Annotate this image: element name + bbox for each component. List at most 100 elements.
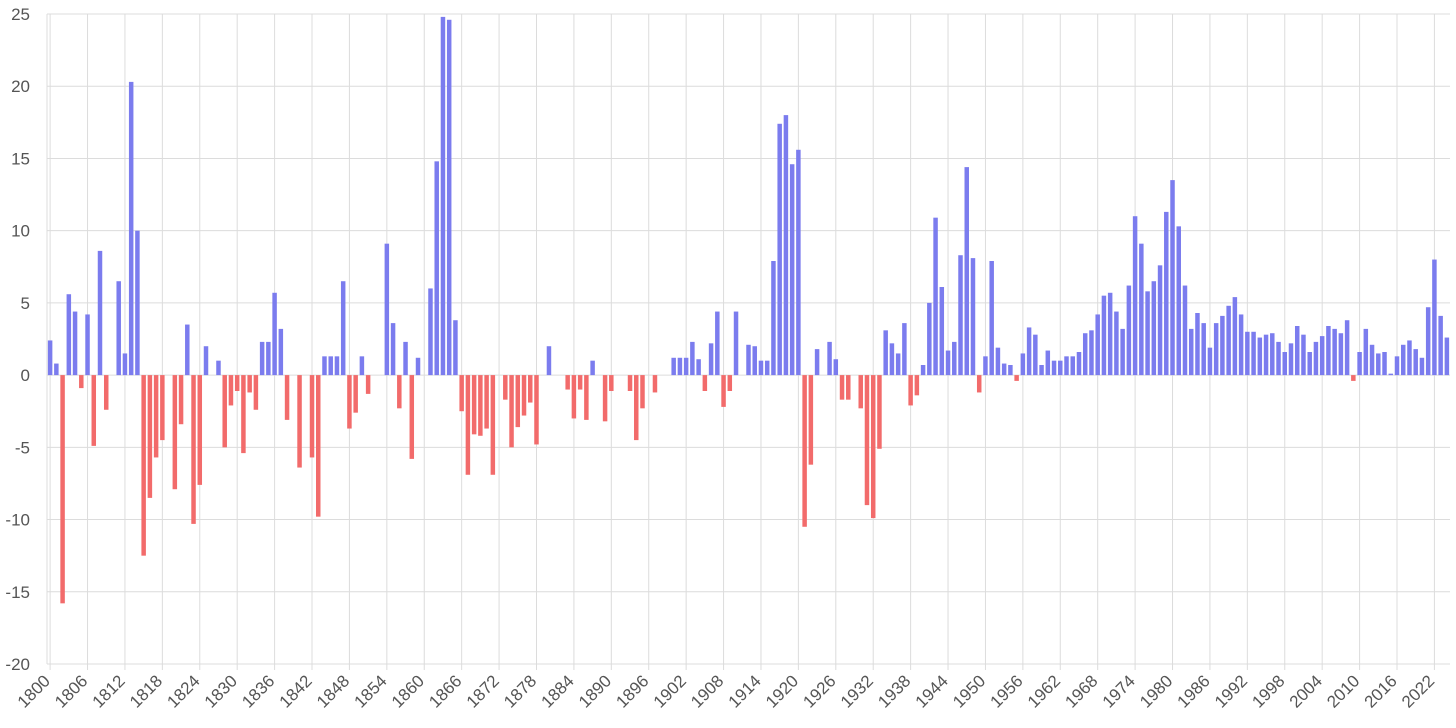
bar-1910 (733, 311, 739, 376)
bar-1975 (1139, 243, 1144, 376)
bar-1912 (746, 344, 751, 376)
bar-1889 (602, 375, 608, 422)
bar-1996 (1270, 333, 1275, 376)
bar-1917 (777, 123, 782, 376)
bar-1968 (1095, 314, 1100, 376)
y-tick-label: 10 (11, 222, 30, 241)
bar-1908 (721, 375, 726, 407)
bar-1939 (914, 375, 920, 396)
x-tick-label: 1884 (538, 671, 578, 711)
bar-1951 (989, 261, 994, 376)
bar-1935 (889, 343, 895, 376)
bar-1941 (927, 302, 932, 376)
bar-2011 (1363, 328, 1369, 376)
x-tick-label: 1926 (799, 671, 839, 711)
x-tick-label: 1956 (987, 671, 1027, 711)
bar-1967 (1089, 330, 1094, 376)
bar-1823 (191, 375, 196, 524)
bar-1969 (1101, 295, 1107, 376)
bar-1887 (590, 360, 595, 376)
x-tick-label: 1806 (51, 671, 91, 711)
x-tick-label: 1848 (313, 671, 353, 711)
bar-2015 (1388, 373, 1394, 376)
bar-2002 (1307, 352, 1312, 376)
bar-1940 (920, 365, 926, 376)
bar-1867 (465, 375, 471, 475)
bar-1915 (764, 360, 770, 376)
bar-2008 (1344, 320, 1350, 376)
bar-1830 (234, 375, 240, 391)
bar-1958 (1033, 334, 1038, 376)
x-tick-label: 1986 (1174, 671, 1214, 711)
bar-2020 (1419, 357, 1425, 376)
x-tick-label: 1812 (89, 671, 129, 711)
y-tick-label: -10 (5, 511, 30, 530)
bar-1949 (976, 375, 982, 393)
bar-1822 (185, 324, 190, 376)
y-tick-label: 25 (11, 5, 30, 24)
bar-1942 (933, 217, 938, 376)
bar-1838 (284, 375, 290, 420)
x-tick-label: 1800 (14, 671, 54, 711)
bar-1966 (1082, 333, 1088, 376)
bar-1961 (1051, 360, 1057, 376)
bar-1825 (203, 346, 209, 376)
x-tick-label: 1974 (1099, 671, 1139, 711)
bar-2017 (1400, 344, 1406, 376)
bar-1944 (945, 350, 951, 376)
bar-1936 (895, 353, 901, 376)
bar-1927 (839, 375, 845, 400)
bar-1959 (1039, 365, 1044, 376)
x-tick-label: 1866 (425, 671, 465, 711)
x-tick-label: 1878 (500, 671, 540, 711)
bar-1964 (1070, 356, 1075, 376)
bar-1970 (1107, 292, 1113, 376)
bar-1809 (103, 375, 109, 410)
bar-1919 (789, 164, 795, 376)
x-tick-label: 1902 (650, 671, 690, 711)
bar-1907 (715, 311, 720, 376)
bar-1865 (453, 320, 458, 376)
bar-1946 (958, 255, 963, 376)
bar-1932 (870, 375, 876, 519)
x-tick-label: 1830 (201, 671, 241, 711)
x-tick-label: 1962 (1024, 671, 1064, 711)
bar-1833 (253, 375, 259, 410)
bar-1993 (1251, 331, 1256, 376)
bar-1858 (409, 375, 415, 459)
bar-1904 (696, 359, 701, 376)
x-tick-label: 1872 (463, 671, 503, 711)
bar-1837 (278, 328, 284, 376)
x-tick-label: 2010 (1323, 671, 1363, 711)
bar-2022 (1432, 259, 1437, 376)
bar-1978 (1157, 265, 1163, 376)
bar-1804 (72, 311, 78, 376)
bar-1859 (415, 357, 421, 376)
bar-1878 (534, 375, 539, 445)
x-tick-label: 1920 (762, 671, 802, 711)
bar-1918 (783, 115, 789, 376)
bar-1938 (908, 375, 913, 406)
bar-1880 (546, 346, 552, 376)
bar-1805 (79, 375, 84, 389)
bar-1972 (1120, 328, 1125, 376)
bar-1960 (1045, 350, 1051, 376)
bar-1909 (727, 375, 733, 391)
bar-1943 (939, 287, 945, 376)
bar-1845 (328, 356, 333, 376)
bar-1955 (1014, 375, 1019, 381)
bar-1848 (347, 375, 352, 429)
bar-1846 (334, 356, 340, 376)
x-tick-label: 1992 (1211, 671, 1251, 711)
bar-1980 (1170, 180, 1175, 376)
bar-2010 (1357, 352, 1362, 376)
y-tick-label: 20 (11, 77, 30, 96)
bar-1811 (116, 281, 121, 376)
bar-1877 (528, 375, 533, 403)
bar-1999 (1288, 343, 1294, 376)
bar-1992 (1245, 331, 1250, 376)
bar-1900 (671, 357, 676, 376)
bar-1868 (471, 375, 477, 435)
bar-1984 (1195, 313, 1200, 376)
